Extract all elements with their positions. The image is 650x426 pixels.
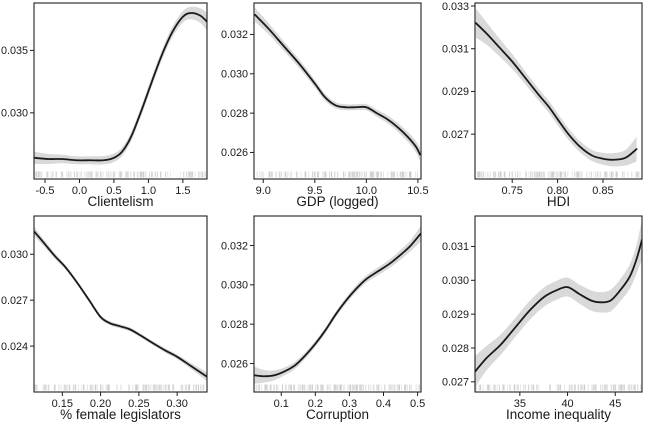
x-tick-label: 0.0 — [72, 185, 87, 197]
panel-border — [33, 2, 208, 180]
y-tick-label: 0.028 — [221, 108, 248, 120]
confidence-band — [34, 226, 207, 382]
rug-marks — [476, 171, 640, 178]
y-tick-label: 0.030 — [1, 249, 28, 261]
panel-border — [253, 215, 422, 393]
x-tick-label: 40 — [561, 398, 573, 410]
confidence-band — [255, 7, 420, 162]
smooth-curve — [34, 230, 207, 378]
hdi-plot: 0.027 0.029 0.031 0.033 0.75 0.80 0.85 — [442, 1, 643, 197]
x-axis-title-gdp-logged: GDP (logged) — [296, 194, 379, 210]
confidence-band — [475, 220, 642, 388]
x-tick-label: -0.5 — [36, 185, 55, 197]
x-tick-label: 0.5 — [106, 185, 121, 197]
y-tick-label: 0.031 — [442, 241, 469, 253]
panel-border — [474, 215, 643, 393]
y-tick-label: 0.030 — [221, 280, 248, 292]
x-tick-label: 0.1 — [274, 398, 289, 410]
panel-hdi: 0.027 0.029 0.031 0.033 0.75 0.80 0.85 HDI — [430, 0, 650, 213]
smooth-curve — [254, 13, 421, 156]
smooth-curve — [475, 22, 638, 161]
x-axis-title-clientelism: Clientelism — [87, 194, 154, 210]
y-tick-label: 0.026 — [221, 358, 248, 370]
x-axis-title-hdi: HDI — [546, 194, 571, 210]
y-tick-label: 0.027 — [442, 129, 469, 141]
x-axis-title-corruption: Corruption — [305, 407, 370, 423]
x-axis-title-income-inequality: Income inequality — [505, 407, 612, 423]
smooth-curve — [34, 12, 207, 162]
y-tick-label: 0.029 — [442, 86, 469, 98]
confidence-band — [34, 6, 207, 165]
y-tick-label: 0.032 — [221, 29, 248, 41]
x-tick-label: 10.5 — [407, 185, 428, 197]
panel-income-inequality: 0.027 0.028 0.029 0.030 0.031 35 40 45 Income i… — [430, 213, 650, 426]
rug-marks — [34, 384, 205, 391]
panel-border — [253, 2, 422, 180]
confidence-band — [254, 225, 421, 384]
gdp-logged-plot: 0.026 0.028 0.030 0.032 9.0 9.5 10.0 10.5 — [221, 2, 429, 197]
x-tick-label: 0.80 — [547, 185, 568, 197]
y-tick-label: 0.033 — [442, 1, 469, 13]
rug-marks — [475, 384, 642, 391]
y-tick-label: 0.035 — [1, 45, 28, 57]
y-tick-label: 0.024 — [1, 341, 28, 353]
smooth-curve — [254, 232, 421, 378]
y-tick-label: 0.030 — [442, 275, 469, 287]
x-tick-label: 0.20 — [90, 398, 111, 410]
x-tick-label: 45 — [609, 398, 621, 410]
rug-marks — [255, 384, 421, 391]
panel-female-legislators: 0.024 0.027 0.030 0.15 0.20 0.25 0.30 % female… — [0, 213, 215, 426]
x-tick-label: 9.5 — [307, 185, 322, 197]
y-tick-label: 0.029 — [442, 309, 469, 321]
x-tick-label: 0.4 — [376, 398, 391, 410]
panel-corruption: 0.026 0.028 0.030 0.032 0.1 0.2 0.3 0.4 0.5 Corr… — [215, 213, 430, 426]
x-tick-label: 0.25 — [128, 398, 149, 410]
x-tick-label: 1.5 — [175, 185, 190, 197]
x-axis-title-female-legislators: % female legislators — [60, 407, 181, 423]
x-tick-label: 0.75 — [502, 185, 523, 197]
confidence-band — [475, 8, 637, 167]
y-tick-label: 0.032 — [221, 240, 248, 252]
rug-marks — [35, 171, 206, 178]
smooth-curve — [475, 238, 642, 373]
panel-border — [33, 215, 208, 393]
x-tick-label: 0.30 — [166, 398, 187, 410]
x-tick-label: 1.0 — [141, 185, 156, 197]
panel-gdp-logged: 0.026 0.028 0.030 0.032 9.0 9.5 10.0 10.5 GDP (… — [215, 0, 430, 213]
x-tick-label: 0.85 — [592, 185, 613, 197]
x-tick-label: 35 — [514, 398, 526, 410]
x-tick-label: 9.0 — [256, 185, 271, 197]
y-tick-label: 0.031 — [442, 43, 469, 55]
x-tick-label: 10.0 — [356, 185, 377, 197]
panel-clientelism: 0.030 0.035 -0.5 0.0 0.5 1.0 1.5 Clientelism — [0, 0, 215, 213]
x-tick-label: 0.5 — [410, 398, 425, 410]
female-legislators-plot: 0.024 0.027 0.030 0.15 0.20 0.25 0.30 — [1, 215, 208, 410]
y-tick-label: 0.028 — [221, 319, 248, 331]
income-inequality-plot: 0.027 0.028 0.029 0.030 0.031 35 40 45 — [442, 215, 643, 410]
y-tick-label: 0.028 — [442, 343, 469, 355]
clientelism-plot: 0.030 0.035 -0.5 0.0 0.5 1.0 1.5 — [1, 2, 208, 197]
y-tick-label: 0.027 — [1, 295, 28, 307]
corruption-plot: 0.026 0.028 0.030 0.032 0.1 0.2 0.3 0.4 0.5 — [221, 215, 425, 410]
y-tick-label: 0.026 — [221, 147, 248, 159]
panel-border — [474, 2, 643, 180]
x-tick-label: 0.2 — [308, 398, 323, 410]
rug-marks — [256, 171, 418, 178]
x-tick-label: 0.15 — [52, 398, 73, 410]
y-tick-label: 0.027 — [442, 377, 469, 389]
y-tick-label: 0.030 — [1, 108, 28, 120]
y-tick-label: 0.030 — [221, 69, 248, 81]
x-tick-label: 0.3 — [342, 398, 357, 410]
